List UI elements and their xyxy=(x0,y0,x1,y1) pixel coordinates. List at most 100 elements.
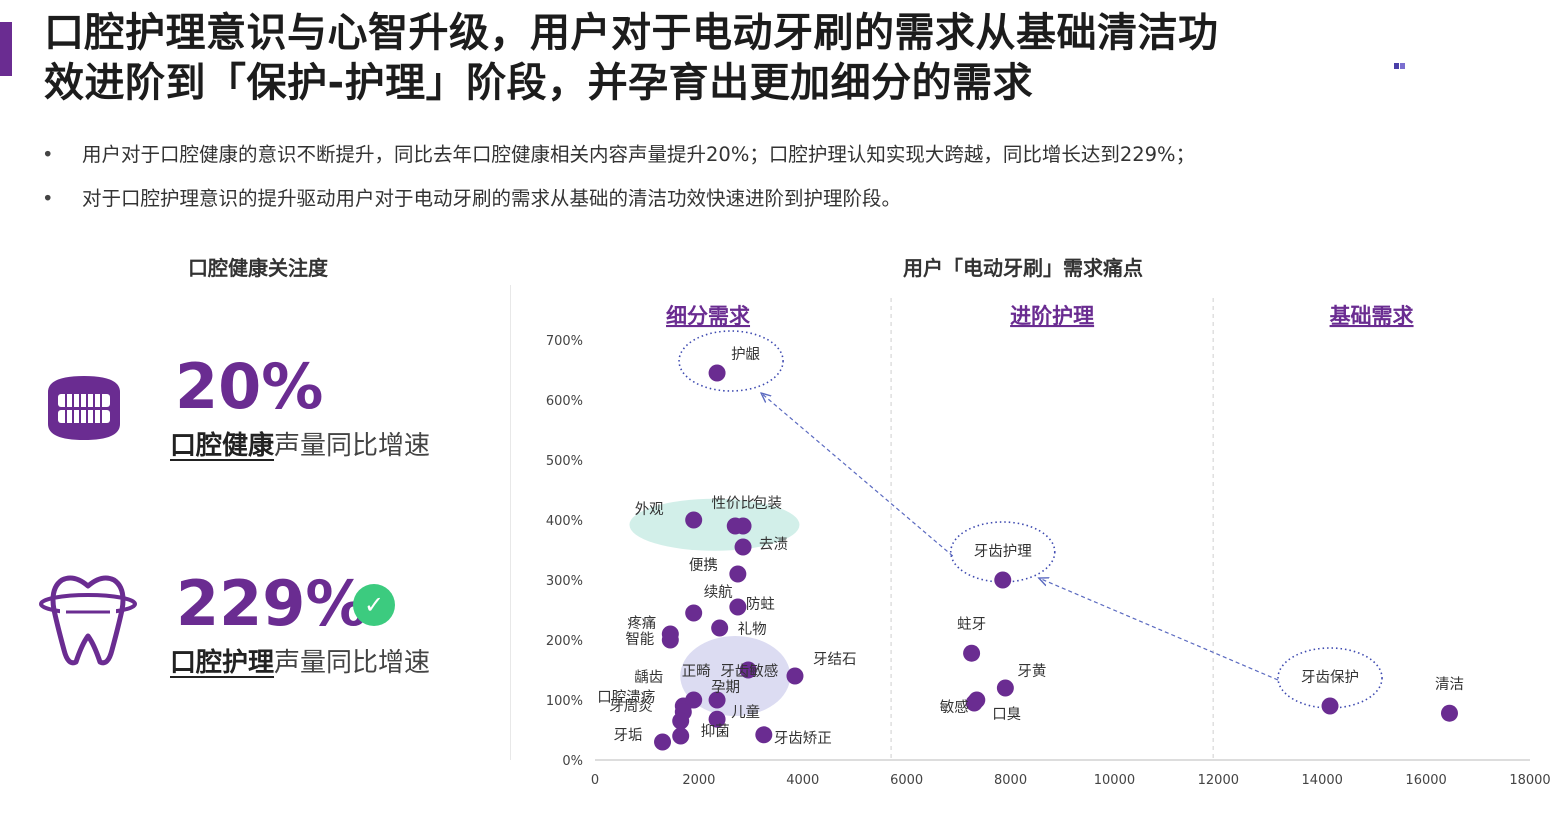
data-point-label: 儿童 xyxy=(731,703,760,721)
oral-care-label-rest: 声量同比增速 xyxy=(274,648,431,678)
data-point-label: 牙周炎 xyxy=(609,698,653,715)
oral-care-growth-label: 口腔护理声量同比增速 xyxy=(170,642,430,679)
data-point xyxy=(685,511,703,529)
data-point-label: 牙齿矫正 xyxy=(774,730,832,747)
data-point-label: 礼物 xyxy=(738,621,767,638)
data-point xyxy=(654,733,672,751)
data-point xyxy=(734,517,752,535)
data-point-label: 口臭 xyxy=(992,706,1021,723)
title-accent-bar xyxy=(0,22,12,76)
page-title: 口腔护理意识与心智升级，用户对于电动牙刷的需求从基础清洁功 效进阶到「保护-护理… xyxy=(44,8,1424,108)
y-tick-label: 100% xyxy=(546,694,583,709)
check-icon: ✓ xyxy=(353,584,395,626)
left-panel-title: 口腔健康关注度 xyxy=(188,256,328,280)
bullet-item: 对于口腔护理意识的提升驱动用户对于电动牙刷的需求从基础的清洁功效快速进阶到护理阶… xyxy=(40,182,1520,226)
x-tick-label: 8000 xyxy=(994,773,1027,788)
data-point xyxy=(729,598,747,616)
data-point-label: 牙齿保护 xyxy=(1301,669,1359,686)
oral-health-growth-label: 口腔健康声量同比增速 xyxy=(170,425,430,462)
data-point-label: 牙垢 xyxy=(614,727,643,744)
data-point xyxy=(672,727,690,745)
x-tick-label: 12000 xyxy=(1198,773,1239,788)
highlight-ring xyxy=(1277,647,1383,709)
data-point xyxy=(685,691,703,709)
x-tick-label: 6000 xyxy=(890,773,923,788)
data-point xyxy=(708,691,726,709)
data-point xyxy=(708,710,726,728)
oral-health-label-highlight: 口腔健康 xyxy=(170,431,275,461)
oral-care-label-highlight: 口腔护理 xyxy=(170,648,275,678)
data-point-label: 疼痛 xyxy=(627,615,656,632)
highlight-ring xyxy=(949,521,1056,583)
data-point-label: 龋齿 xyxy=(634,669,663,686)
data-point xyxy=(739,661,757,679)
panel-divider xyxy=(510,285,511,760)
x-tick-label: 18000 xyxy=(1509,773,1550,788)
data-point-label: 去渍 xyxy=(759,536,788,553)
x-tick-label: 10000 xyxy=(1094,773,1135,788)
corner-logo-icon xyxy=(1394,63,1405,69)
y-tick-label: 200% xyxy=(546,634,583,649)
data-point xyxy=(672,712,690,730)
tooth-care-icon xyxy=(39,575,137,666)
data-point xyxy=(661,631,679,649)
x-tick-label: 2000 xyxy=(682,773,715,788)
x-tick-label: 0 xyxy=(591,773,599,788)
highlight-ring xyxy=(678,330,784,392)
data-point-label: 抑菌 xyxy=(701,723,730,740)
data-point xyxy=(1321,697,1339,715)
y-tick-label: 500% xyxy=(546,454,583,469)
data-point-label: 包装 xyxy=(753,495,782,512)
x-tick-label: 14000 xyxy=(1302,773,1343,788)
y-tick-label: 700% xyxy=(546,334,583,349)
data-point-label: 续航 xyxy=(704,584,733,601)
data-point-label: 清洁 xyxy=(1435,676,1464,693)
teeth-icon xyxy=(48,376,120,440)
data-point-label: 牙黄 xyxy=(1017,663,1046,680)
y-tick-label: 400% xyxy=(546,514,583,529)
x-tick-label: 16000 xyxy=(1405,773,1446,788)
data-point xyxy=(685,604,703,622)
data-point xyxy=(994,571,1012,589)
data-point xyxy=(734,538,752,556)
region-label: 进阶护理 xyxy=(1010,304,1094,328)
data-point xyxy=(755,726,773,744)
data-point-label: 蛀牙 xyxy=(957,616,986,633)
data-point-label: 敏感 xyxy=(940,699,969,716)
chart-panel-title: 用户「电动牙刷」需求痛点 xyxy=(903,256,1143,280)
page-title-line-2: 效进阶到「保护-护理」阶段，并孕育出更加细分的需求 xyxy=(44,60,1034,106)
x-tick-label: 4000 xyxy=(786,773,819,788)
data-point xyxy=(1440,704,1458,722)
bullet-list: 用户对于口腔健康的意识不断提升，同比去年口腔健康相关内容声量提升20%；口腔护理… xyxy=(40,138,1520,226)
data-point-label: 牙结石 xyxy=(813,651,857,668)
data-point xyxy=(708,364,726,382)
data-point xyxy=(729,565,747,583)
data-point-label: 牙齿敏感 xyxy=(720,663,778,680)
data-point-label: 防蛀 xyxy=(746,596,775,613)
y-tick-label: 600% xyxy=(546,394,583,409)
highlight-blob-lavender xyxy=(680,636,791,716)
oral-health-label-rest: 声量同比增速 xyxy=(274,431,431,461)
page-title-line-1: 口腔护理意识与心智升级，用户对于电动牙刷的需求从基础清洁功 xyxy=(44,10,1219,56)
data-point-label: 口腔溃疡 xyxy=(597,689,655,706)
data-point-label: 孕期 xyxy=(711,679,740,696)
bullet-item: 用户对于口腔健康的意识不断提升，同比去年口腔健康相关内容声量提升20%；口腔护理… xyxy=(40,138,1520,182)
data-point xyxy=(963,644,981,662)
data-point xyxy=(786,667,804,685)
data-point-label: 护龈 xyxy=(731,346,760,363)
data-point-label: 智能 xyxy=(625,631,654,648)
oral-health-growth-value: 20% xyxy=(175,350,324,423)
oral-care-growth-value: 229% xyxy=(176,567,368,640)
data-point-label: 外观 xyxy=(635,501,664,518)
highlight-blob-teal xyxy=(629,498,800,551)
y-tick-label: 300% xyxy=(546,574,583,589)
data-point-label: 正畸 xyxy=(682,663,711,680)
data-point xyxy=(996,679,1014,697)
y-tick-label: 0% xyxy=(562,754,583,769)
region-label: 基础需求 xyxy=(1330,304,1414,328)
data-point xyxy=(965,694,983,712)
transition-arrow xyxy=(1039,578,1279,681)
data-point-label: 便携 xyxy=(689,557,718,574)
data-point-label: 性价比 xyxy=(712,495,756,512)
data-point-label: 牙齿护理 xyxy=(974,543,1032,560)
